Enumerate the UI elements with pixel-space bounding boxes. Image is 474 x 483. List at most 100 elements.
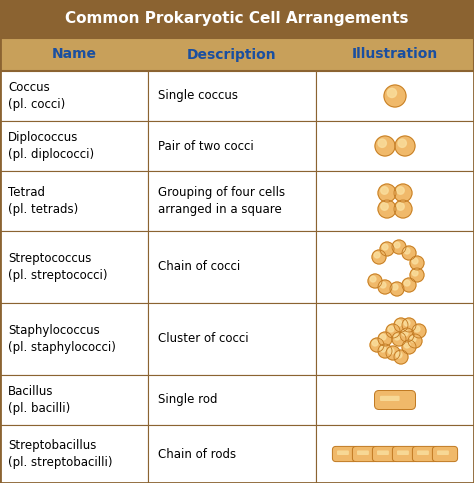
Circle shape [410,256,424,270]
Circle shape [372,250,386,264]
Circle shape [400,328,414,342]
Circle shape [382,244,388,250]
Circle shape [412,258,418,264]
Circle shape [404,280,410,286]
Bar [0,38,474,71]
FancyBboxPatch shape [373,446,398,462]
Bar [148,71,316,121]
Circle shape [372,340,378,346]
Circle shape [394,200,412,218]
Circle shape [402,330,408,336]
Circle shape [402,340,416,354]
Circle shape [378,200,396,218]
Text: Single rod: Single rod [158,394,218,407]
Text: Illustration: Illustration [352,47,438,61]
FancyBboxPatch shape [374,390,416,410]
Circle shape [381,187,388,194]
Circle shape [378,332,392,346]
Circle shape [404,248,410,254]
Bar [0,171,148,231]
Bar [0,375,148,425]
Text: Name: Name [52,47,97,61]
FancyBboxPatch shape [380,396,400,401]
Text: Tetrad
(pl. tetrads): Tetrad (pl. tetrads) [8,186,78,216]
Text: Pair of two cocci: Pair of two cocci [158,140,254,153]
Circle shape [380,242,394,256]
Circle shape [368,274,382,288]
Bar [316,231,474,303]
Text: Common Prokaryotic Cell Arrangements: Common Prokaryotic Cell Arrangements [65,12,409,27]
Circle shape [404,320,410,326]
Circle shape [392,332,406,346]
Circle shape [378,184,396,202]
Circle shape [370,276,376,282]
Text: Streptococcus
(pl. streptococci): Streptococcus (pl. streptococci) [8,252,108,282]
Bar [316,71,474,121]
Circle shape [396,352,402,358]
FancyBboxPatch shape [337,451,349,455]
Bar [0,0,474,38]
Bar [316,171,474,231]
Circle shape [380,346,386,352]
Circle shape [397,203,404,210]
Bar [148,231,316,303]
Circle shape [402,318,416,332]
Text: Cluster of cocci: Cluster of cocci [158,332,249,345]
Bar [316,375,474,425]
Circle shape [410,336,416,342]
Text: Description: Description [187,47,277,61]
Bar [0,71,148,121]
Text: Chain of rods: Chain of rods [158,448,236,460]
Bar [316,121,474,171]
Bar [0,425,148,483]
Circle shape [388,326,394,332]
FancyBboxPatch shape [397,451,409,455]
Circle shape [408,334,422,348]
Bar [316,303,474,375]
FancyBboxPatch shape [417,451,429,455]
Circle shape [381,203,388,210]
Circle shape [392,240,406,254]
Circle shape [378,139,386,147]
Circle shape [402,278,416,292]
Circle shape [412,270,418,276]
Bar [148,375,316,425]
Circle shape [375,136,395,156]
Circle shape [398,139,406,147]
Text: Staphylococcus
(pl. staphylococci): Staphylococcus (pl. staphylococci) [8,324,116,354]
Circle shape [412,324,426,338]
Circle shape [374,252,380,258]
Bar [148,303,316,375]
Circle shape [394,350,408,364]
Circle shape [394,184,412,202]
Text: Single coccus: Single coccus [158,89,238,102]
Circle shape [386,346,400,360]
FancyBboxPatch shape [437,451,449,455]
Circle shape [392,284,398,290]
Text: Chain of cocci: Chain of cocci [158,260,240,273]
Circle shape [395,136,415,156]
Circle shape [404,342,410,348]
Circle shape [414,326,420,332]
FancyBboxPatch shape [352,446,378,462]
Bar [316,425,474,483]
FancyBboxPatch shape [357,451,369,455]
Text: Grouping of four cells
arranged in a square: Grouping of four cells arranged in a squ… [158,186,285,216]
Circle shape [386,324,400,338]
Bar [148,121,316,171]
Bar [0,121,148,171]
FancyBboxPatch shape [392,446,418,462]
FancyBboxPatch shape [332,446,357,462]
Circle shape [390,282,404,296]
Text: Diplococcus
(pl. diplococci): Diplococcus (pl. diplococci) [8,131,94,161]
Text: Streptobacillus
(pl. streptobacilli): Streptobacillus (pl. streptobacilli) [8,439,112,469]
Circle shape [410,268,424,282]
Circle shape [394,242,400,248]
Circle shape [396,320,402,326]
Text: Bacillus
(pl. bacilli): Bacillus (pl. bacilli) [8,385,70,415]
Circle shape [388,348,394,354]
FancyBboxPatch shape [377,451,389,455]
Bar [0,231,148,303]
Circle shape [394,334,400,340]
Circle shape [370,338,384,352]
